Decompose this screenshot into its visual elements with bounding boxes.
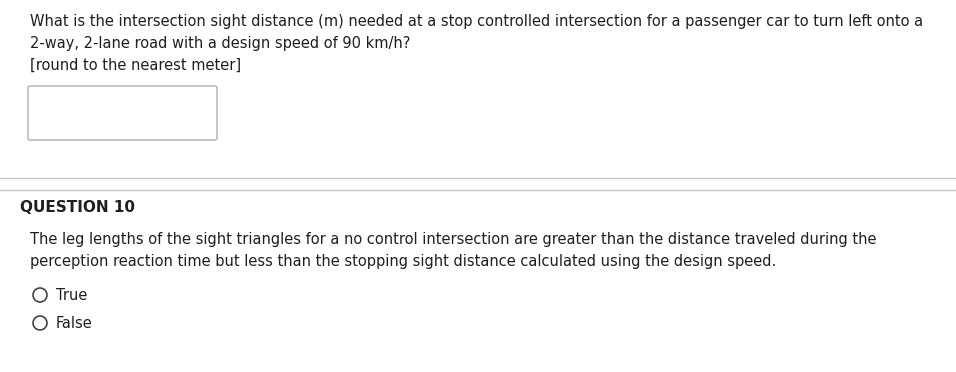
FancyBboxPatch shape [28, 86, 217, 140]
Text: What is the intersection sight distance (m) needed at a stop controlled intersec: What is the intersection sight distance … [30, 14, 923, 29]
Text: [round to the nearest meter]: [round to the nearest meter] [30, 58, 241, 73]
Text: The leg lengths of the sight triangles for a no control intersection are greater: The leg lengths of the sight triangles f… [30, 232, 877, 247]
Text: 2-way, 2-lane road with a design speed of 90 km/h?: 2-way, 2-lane road with a design speed o… [30, 36, 410, 51]
Text: QUESTION 10: QUESTION 10 [20, 200, 135, 215]
Text: False: False [56, 316, 93, 331]
Circle shape [33, 288, 47, 302]
Text: perception reaction time but less than the stopping sight distance calculated us: perception reaction time but less than t… [30, 254, 776, 269]
Text: True: True [56, 288, 87, 303]
Circle shape [33, 316, 47, 330]
